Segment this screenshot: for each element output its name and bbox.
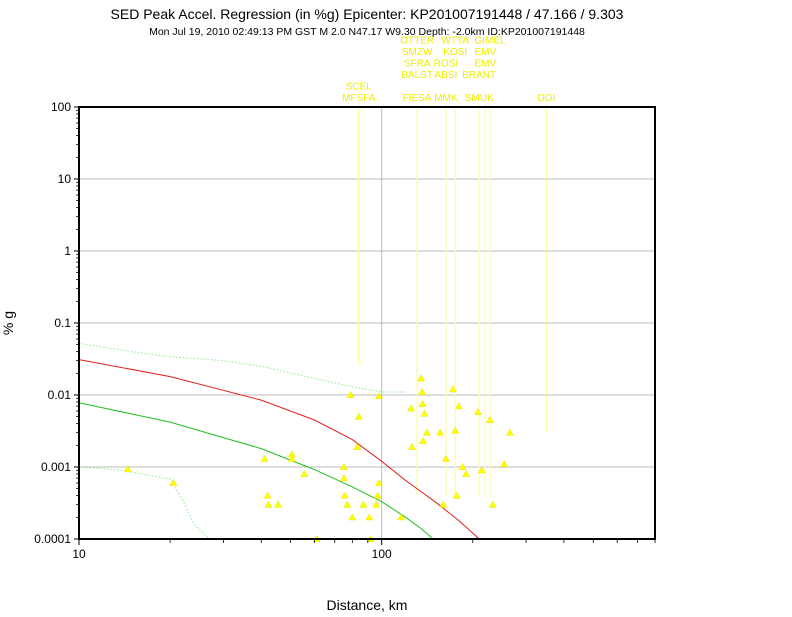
curve-upper-envelope — [78, 342, 406, 393]
data-point — [365, 513, 374, 521]
data-point — [407, 404, 415, 412]
data-point — [419, 436, 427, 444]
y-tick-label: 0.001 — [41, 460, 71, 474]
data-point — [418, 388, 427, 395]
chart-subtitle: Mon Jul 19, 2010 02:49:13 PM GST M 2.0 N… — [149, 26, 585, 38]
data-point — [451, 426, 460, 434]
data-point — [260, 454, 269, 462]
station-label: SMZW — [402, 47, 433, 58]
data-point — [274, 500, 283, 508]
data-point — [359, 500, 368, 508]
station-label: BRANT — [462, 70, 496, 81]
data-point — [353, 442, 362, 450]
station-label: OTTER — [400, 36, 434, 47]
station-label: ABSI — [434, 70, 457, 81]
data-point — [452, 491, 461, 499]
data-point — [264, 500, 273, 508]
y-tick-label: 100 — [51, 100, 71, 114]
station-label: EMV — [474, 47, 496, 58]
data-point — [346, 390, 355, 398]
data-point — [473, 408, 482, 415]
data-point — [417, 374, 426, 382]
data-point — [263, 491, 272, 499]
data-point — [462, 469, 470, 477]
data-point — [339, 462, 348, 470]
station-label: BALST — [401, 70, 433, 81]
data-point — [169, 478, 178, 486]
curve-lower-fit — [78, 402, 434, 540]
station-label: DOI — [537, 93, 555, 104]
data-point — [436, 428, 445, 436]
y-tick-label: 10 — [58, 172, 72, 186]
data-point — [449, 385, 457, 393]
data-point — [123, 465, 132, 473]
data-point — [500, 460, 509, 467]
data-points — [123, 374, 514, 542]
data-point — [343, 500, 352, 508]
data-point — [418, 399, 427, 407]
station-label: SCEL — [346, 82, 373, 93]
data-point — [300, 469, 309, 477]
data-point — [505, 428, 514, 436]
station-label: EMV — [474, 59, 496, 70]
chart-title: SED Peak Accel. Regression (in %g) Epice… — [111, 6, 624, 22]
data-point — [454, 402, 463, 410]
station-label: KOSI — [443, 47, 467, 58]
data-point — [420, 409, 429, 417]
curve-regression — [78, 359, 480, 540]
data-point — [375, 478, 383, 486]
data-point — [439, 500, 448, 508]
regression-curves — [78, 342, 480, 540]
data-point — [372, 500, 381, 508]
data-point — [458, 462, 467, 470]
data-point — [348, 513, 357, 521]
data-point — [441, 454, 450, 462]
station-label: FIESA — [403, 93, 432, 104]
data-point — [354, 412, 363, 420]
data-point — [477, 466, 486, 474]
y-tick-label: 0.0001 — [34, 532, 71, 546]
station-label: MFSFA — [342, 93, 376, 104]
x-tick-label: 10 — [72, 547, 86, 561]
data-point — [422, 428, 431, 436]
data-point — [486, 415, 494, 423]
y-tick-label: 0.1 — [54, 316, 71, 330]
station-label: WTTA — [441, 36, 469, 47]
y-tick-label: 0.01 — [48, 388, 72, 402]
station-label: SFRA — [404, 59, 431, 70]
data-point — [397, 513, 406, 521]
data-point — [488, 500, 497, 508]
y-axis-label: % g — [0, 311, 16, 335]
data-point — [287, 454, 296, 462]
x-tick-label: 100 — [372, 547, 392, 561]
y-tick-label: 1 — [64, 244, 71, 258]
data-point — [340, 491, 349, 499]
station-label: GIMEL — [474, 36, 506, 47]
data-point — [339, 474, 348, 482]
data-point — [408, 442, 416, 450]
station-label: SMUK — [465, 93, 494, 104]
station-label: MMK — [434, 93, 458, 104]
station-label: ROSI — [434, 59, 458, 70]
data-point — [375, 392, 383, 400]
x-axis-label: Distance, km — [327, 597, 408, 612]
data-point — [373, 491, 382, 499]
